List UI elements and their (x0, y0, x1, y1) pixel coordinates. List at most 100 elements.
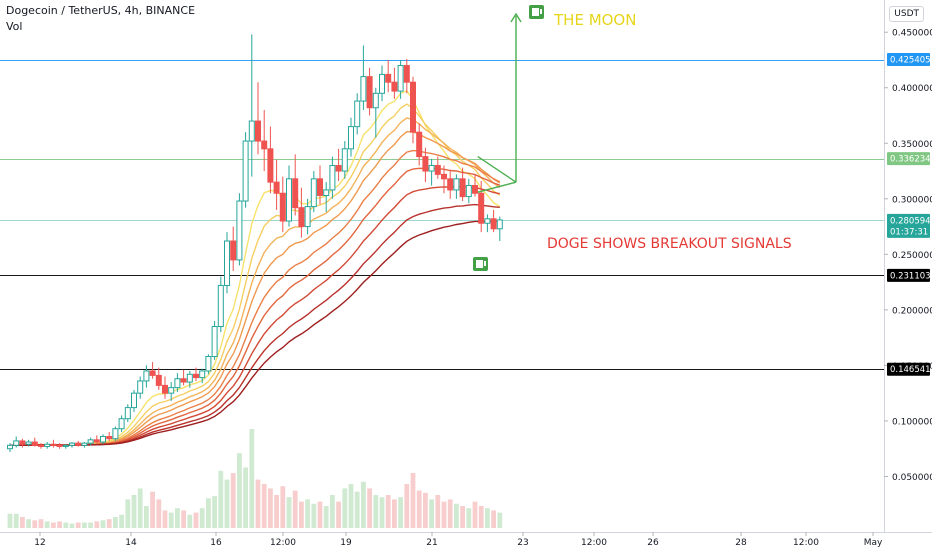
volume-bar (478, 506, 484, 528)
ema-line (9, 167, 501, 447)
price-tick-label: 0.4000000 (892, 84, 932, 94)
candle-body (416, 131, 423, 158)
candle-body (7, 444, 13, 450)
volume-bar (385, 495, 391, 528)
candle-body (310, 178, 317, 208)
level-price-box (887, 213, 930, 238)
time-tick-label: 12:00 (581, 538, 607, 548)
volume-bar (156, 499, 162, 528)
volume-bar (106, 519, 112, 528)
volume-bar (367, 488, 372, 528)
volume-bar (75, 522, 81, 528)
moon-label: THE MOON (553, 11, 636, 29)
candle-body (273, 181, 280, 194)
volume-bar (361, 481, 366, 528)
volume-bar (280, 486, 286, 528)
volume-bar (218, 470, 224, 528)
volume-bar (311, 503, 317, 528)
volume-indicator-label[interactable]: Vol (6, 20, 23, 33)
candle-body (50, 443, 57, 446)
candle-body (174, 378, 181, 389)
candle-body (478, 192, 485, 224)
volume-bar (410, 473, 416, 528)
level-price-box (887, 53, 930, 67)
volume-bar (472, 501, 478, 528)
candle-body (279, 192, 286, 222)
price-tick-label: 0.2000000 (892, 306, 932, 316)
time-tick-label: 16 (210, 538, 222, 548)
volume-bar (187, 514, 193, 528)
level-price-label: 0.2805949 (890, 216, 932, 226)
candle-body (224, 240, 230, 286)
price-tick-label: 0.0500000 (892, 473, 932, 483)
volume-bar (249, 429, 255, 528)
time-axis[interactable]: 12 14 16 12:00 19 21 23 12:00 26 28 12:00 May (34, 532, 883, 548)
volume-bar (336, 501, 341, 528)
currency-unit-button[interactable]: USDT (889, 6, 924, 22)
level-price-box (887, 268, 930, 282)
volume-bar (94, 521, 100, 528)
volume-bar (69, 523, 75, 528)
volume-bar (466, 508, 472, 528)
price-axis[interactable]: 0.4500000 0.4000000 0.3500000 0.3000000 0.25… (884, 29, 932, 483)
candle-body (248, 120, 255, 142)
candle-body (143, 370, 150, 382)
candle-body (19, 440, 26, 445)
candle-body (391, 81, 398, 92)
volume-bar (57, 521, 62, 528)
ema-line (9, 130, 501, 447)
candle-body (286, 178, 292, 222)
candle-body (459, 178, 466, 198)
candle-body (62, 444, 69, 447)
candle-body (38, 444, 44, 447)
candle-body (447, 178, 454, 191)
volume-bar (181, 510, 186, 528)
volume-bar (268, 488, 273, 528)
candle-body (298, 207, 305, 228)
volume-bar (230, 473, 236, 528)
volume-bar (51, 522, 56, 528)
candle-body (496, 219, 503, 230)
price-tick-label: 0.2500000 (892, 251, 932, 261)
annotations[interactable]: THE MOON DOGE SHOWS BREAKOUT SIGNALS (473, 5, 792, 271)
price-tick-label: 0.3500000 (892, 140, 932, 150)
price-tick-label: 0.3000000 (892, 195, 932, 205)
candle-body (230, 240, 237, 261)
candle-body (44, 443, 51, 447)
candle-body (453, 178, 460, 191)
horizontal-levels[interactable] (0, 60, 884, 370)
volume-bar (237, 453, 242, 528)
volume-bar (243, 467, 248, 528)
candle-body (93, 439, 100, 443)
volume-bar (454, 503, 459, 528)
volume-bar (206, 498, 211, 528)
ema-ribbon (9, 90, 501, 447)
candle-body (205, 356, 212, 372)
symbol-title: Dogecoin / TetherUS, 4h, BINANCE (6, 4, 196, 17)
candle-body (211, 326, 218, 358)
volume-bar (423, 492, 428, 528)
candle-body (13, 440, 20, 446)
candle-body (255, 120, 261, 142)
moon-arrow-head (510, 12, 522, 23)
candle-body (106, 435, 113, 440)
volume-bar (398, 497, 403, 528)
candle-body (236, 200, 243, 261)
volume-bar (292, 490, 298, 528)
price-tick-label: 0.4500000 (892, 29, 932, 39)
volume-bar (82, 522, 87, 528)
volume-bar (491, 510, 496, 528)
candle-body (410, 81, 416, 133)
candle-body (465, 184, 472, 198)
volume-bar (175, 508, 180, 528)
candle-body (348, 126, 354, 150)
volume-bar (441, 501, 447, 528)
candle-body (329, 164, 336, 191)
volume-bar (416, 490, 422, 528)
volume-bar (255, 479, 261, 528)
volume-bar (261, 484, 267, 528)
grid-lines (0, 0, 932, 533)
price-tick-label: 0.1000000 (892, 417, 932, 427)
candle-body (335, 164, 342, 172)
